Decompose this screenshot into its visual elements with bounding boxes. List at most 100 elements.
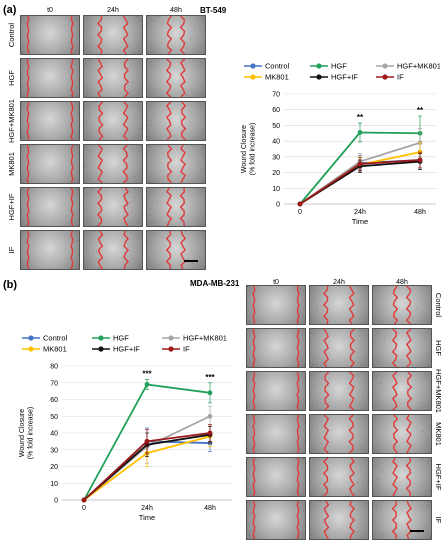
wound-edge-lines — [310, 501, 368, 539]
panel-a-chart: Control HGF HGF+MK801 MK801 HGF+IF IF 0 10 20 30 4… — [241, 62, 440, 227]
micrograph-tile — [372, 457, 432, 497]
legend-marker — [382, 63, 388, 69]
micrograph-tile — [83, 58, 143, 98]
micrograph-tile — [309, 414, 369, 454]
x-tick-label: 48h — [204, 505, 216, 512]
column-label: 48h — [170, 7, 182, 14]
row-label: Control — [7, 22, 16, 48]
wound-edge-lines — [84, 231, 142, 269]
y-axis-label: Wound Closure (% fold increase) — [241, 123, 257, 176]
wound-edge-lines — [310, 329, 367, 367]
wound-edge-lines — [247, 329, 305, 367]
wound-edge-lines — [21, 145, 79, 183]
x-axis-label: Time — [352, 217, 368, 226]
wound-edge-lines — [21, 59, 79, 97]
x-tick-label: 0 — [82, 505, 86, 512]
wound-edge-lines — [21, 102, 79, 140]
wound-edge-lines — [21, 188, 79, 226]
wound-edge-lines — [147, 231, 205, 269]
row-label: MK801 — [434, 422, 443, 446]
legend-label: Control — [43, 334, 68, 343]
micrograph-tile — [309, 285, 369, 325]
data-point — [144, 438, 150, 444]
legend-marker — [250, 74, 256, 80]
data-point — [207, 413, 213, 419]
wound-edge-lines — [311, 286, 368, 324]
wound-edge-lines — [374, 415, 431, 453]
legend-marker — [168, 346, 174, 352]
data-point — [207, 430, 213, 436]
wound-edge-lines — [373, 286, 431, 324]
micrograph-tile — [246, 371, 306, 411]
micrograph-tile — [20, 144, 80, 184]
wound-edge-lines — [147, 59, 205, 97]
y-tick-label: 0 — [276, 202, 280, 209]
micrograph-tile — [20, 187, 80, 227]
micrograph-tile — [372, 328, 432, 368]
scale-bar — [410, 530, 424, 532]
wound-edge-lines — [247, 372, 305, 410]
row-label: MK801 — [7, 152, 16, 176]
legend-marker — [28, 346, 34, 352]
legend-marker — [98, 346, 104, 352]
row-label: HGF — [7, 70, 16, 86]
y-tick-label: 20 — [272, 170, 280, 177]
wound-edge-lines — [21, 16, 79, 54]
legend-marker — [28, 335, 34, 341]
data-point — [207, 390, 213, 396]
y-tick-label: 50 — [50, 414, 58, 421]
micrograph-tile — [309, 500, 369, 540]
panel-b-cell-line: MDA-MB-231 — [190, 279, 240, 288]
micrograph-tile — [372, 285, 432, 325]
micrograph-tile — [83, 15, 143, 55]
y-tick-label: 10 — [272, 186, 280, 193]
micrograph-tile — [20, 58, 80, 98]
x-tick-label: 24h — [141, 505, 153, 512]
significance-mark: ** — [417, 106, 424, 115]
micrograph-tile — [20, 15, 80, 55]
micrograph-tile — [146, 187, 206, 227]
y-tick-label: 0 — [54, 498, 58, 505]
y-axis-label: Wound Closure (% fold increase) — [19, 407, 35, 460]
legend-marker — [316, 63, 322, 69]
y-tick-label: 60 — [50, 397, 58, 404]
micrograph-tile — [372, 371, 432, 411]
panel-a-cell-line: BT-549 — [200, 6, 227, 15]
wound-edge-lines — [310, 415, 368, 453]
micrograph-tile — [146, 144, 206, 184]
legend-label: Control — [265, 62, 290, 71]
legend-marker — [98, 335, 104, 341]
y-tick-label: 30 — [50, 447, 58, 454]
row-label: IF — [7, 246, 16, 254]
row-label: HGF+IF — [7, 193, 16, 221]
y-tick-label: 50 — [272, 123, 280, 130]
significance-mark: *** — [142, 369, 152, 378]
micrograph-tile — [83, 101, 143, 141]
legend-label: HGF+MK801 — [183, 334, 227, 343]
legend-label: IF — [397, 73, 404, 82]
x-tick-label: 0 — [298, 209, 302, 216]
wound-edge-lines — [84, 188, 142, 226]
x-tick-label: 48h — [414, 209, 426, 216]
micrograph-tile — [20, 230, 80, 270]
wound-edge-lines — [85, 16, 142, 54]
row-label: HGF+MK801 — [7, 99, 16, 143]
x-tick-label: 24h — [354, 209, 366, 216]
y-tick-label: 30 — [272, 154, 280, 161]
wound-edge-lines — [147, 188, 205, 226]
wound-edge-lines — [247, 458, 305, 496]
y-tick-label: 40 — [50, 431, 58, 438]
wound-edge-lines — [147, 102, 204, 140]
wound-edge-lines — [147, 16, 205, 54]
micrograph-tile — [309, 371, 369, 411]
legend-label: HGF — [331, 62, 347, 71]
y-tick-label: 70 — [272, 92, 280, 99]
data-point — [357, 130, 363, 135]
data-point — [81, 497, 87, 503]
data-point — [144, 382, 150, 387]
y-tick-label: 40 — [272, 139, 280, 146]
micrograph-tile — [246, 500, 306, 540]
legend-label: HGF — [113, 334, 129, 343]
legend-marker — [168, 335, 174, 341]
legend-label: HGF+IF — [331, 73, 358, 82]
